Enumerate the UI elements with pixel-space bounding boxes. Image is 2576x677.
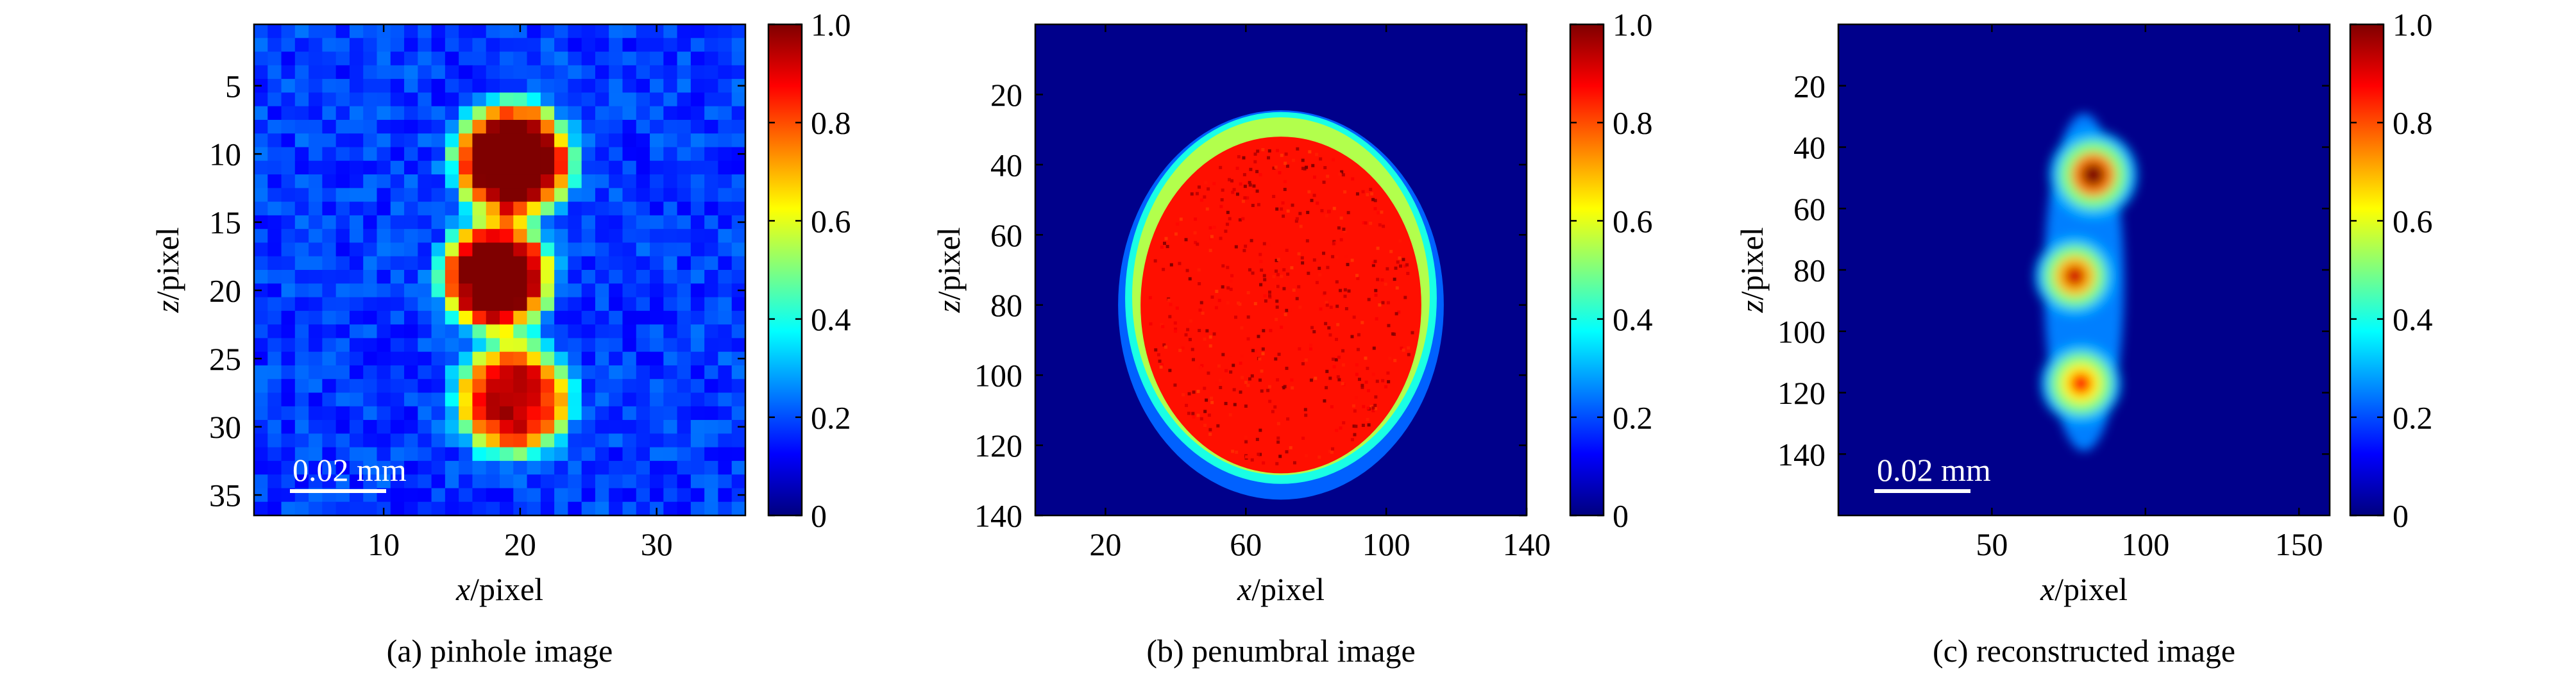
plot-frame	[253, 23, 747, 517]
colorbar-tick-label: 0.4	[811, 301, 851, 337]
y-tick-label: 15	[209, 205, 241, 240]
y-tick-label: 120	[974, 428, 1022, 464]
colorbar-tick-label: 0	[2393, 498, 2409, 534]
x-axis-label: x/pixel	[1237, 571, 1325, 607]
colorbar-tick-label: 0.8	[811, 105, 851, 141]
y-axis-label: z/pixel	[149, 227, 185, 313]
y-tick-label: 5	[225, 68, 241, 104]
y-tick-label: 40	[1793, 130, 1826, 165]
colorbar-tick-label: 1.0	[811, 7, 851, 43]
colorbar-tick-label: 0	[811, 498, 827, 534]
colorbar-gradient	[1569, 23, 1605, 517]
colorbar-tick-label: 0.4	[1613, 301, 1653, 337]
colorbar-gradient	[2349, 23, 2385, 517]
y-tick-label: 100	[1777, 313, 1826, 349]
colorbar-tick-label: 1.0	[1613, 7, 1653, 43]
x-tick-label: 100	[1362, 526, 1411, 562]
source-2	[2035, 236, 2115, 316]
scale-bar-label: 0.02 mm	[1877, 452, 1991, 488]
colorbar: 0 0.2 0.4 0.6 0.8 1.0	[1569, 7, 1653, 534]
source-1	[2049, 131, 2137, 219]
x-tick-label: 10	[368, 526, 400, 562]
panel-caption: (a) pinhole image	[387, 633, 613, 669]
heatmap-image	[1838, 24, 2330, 515]
y-tick-label: 20	[990, 77, 1022, 113]
panel-2: 20 40 60 80 100 120 140 20 60 100 140 x/pixel z/pixe…	[931, 7, 1653, 669]
heatmap-image	[1035, 24, 1527, 515]
x-axis-label: x/pixel	[2040, 571, 2128, 607]
y-axis-label: z/pixel	[1734, 227, 1770, 313]
y-tick-label: 120	[1777, 375, 1826, 411]
x-tick-label: 60	[1230, 526, 1262, 562]
colorbar-tick-label: 0.4	[2393, 301, 2433, 337]
y-axis-label: z/pixel	[931, 227, 967, 313]
reconstructed-blobs	[2035, 113, 2137, 451]
colorbar-gradient	[767, 23, 803, 517]
plot-frame	[1034, 23, 1528, 517]
colorbar-tick-label: 0.8	[1613, 105, 1653, 141]
x-tick-label: 150	[2275, 526, 2323, 562]
y-tick-label: 10	[209, 137, 241, 172]
panel-1: 5 10 15 20 25 30 35 10 20 30 x/pixel z/pixel 0.02 mm…	[149, 7, 851, 669]
y-tick-label: 20	[1793, 68, 1826, 104]
colorbar: 0 0.2 0.4 0.6 0.8 1.0	[767, 7, 851, 534]
scale-bar-label: 0.02 mm	[292, 452, 407, 488]
source-3	[2040, 343, 2121, 424]
y-tick-label: 30	[209, 409, 241, 445]
penumbra-disk	[1140, 137, 1421, 474]
y-tick-label: 35	[209, 478, 241, 514]
colorbar-tick-label: 1.0	[2393, 7, 2433, 43]
x-tick-label: 20	[1089, 526, 1121, 562]
x-axis-label: x/pixel	[455, 571, 543, 607]
colorbar-tick-label: 0.6	[811, 203, 851, 239]
x-tick-label: 140	[1503, 526, 1551, 562]
colorbar-tick-label: 0.6	[1613, 203, 1653, 239]
colorbar-tick-label: 0.2	[1613, 399, 1653, 435]
y-tick-label: 80	[990, 287, 1022, 323]
x-tick-label: 30	[641, 526, 673, 562]
panel-3: 20 40 60 80 100 120 140 50 100 150 x/pixel z/pixel 0…	[1734, 7, 2433, 669]
y-tick-label: 80	[1793, 253, 1826, 288]
x-tick-label: 100	[2121, 526, 2169, 562]
colorbar-tick-label: 0.6	[2393, 203, 2433, 239]
y-tick-label: 25	[209, 341, 241, 377]
colorbar-tick-label: 0.2	[2393, 399, 2433, 435]
colorbar-tick-label: 0	[1613, 498, 1629, 534]
y-tick-label: 140	[1777, 437, 1826, 472]
colorbar: 0 0.2 0.4 0.6 0.8 1.0	[2349, 7, 2433, 534]
heatmap-image	[254, 24, 745, 515]
x-tick-label: 50	[1976, 526, 2008, 562]
colorbar-tick-label: 0.2	[811, 399, 851, 435]
x-tick-label: 20	[504, 526, 536, 562]
panel-caption: (b) penumbral image	[1146, 633, 1415, 669]
y-tick-label: 60	[990, 217, 1022, 253]
y-tick-label: 40	[990, 147, 1022, 183]
panel-caption: (c) reconstructed image	[1933, 633, 2235, 669]
y-tick-label: 140	[974, 498, 1022, 534]
y-tick-label: 20	[209, 272, 241, 308]
y-tick-label: 60	[1793, 191, 1826, 227]
y-tick-label: 100	[974, 358, 1022, 394]
colorbar-tick-label: 0.8	[2393, 105, 2433, 141]
